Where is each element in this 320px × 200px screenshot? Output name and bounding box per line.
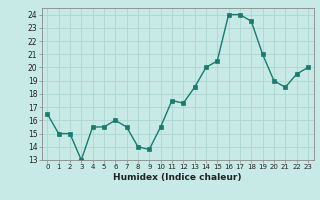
X-axis label: Humidex (Indice chaleur): Humidex (Indice chaleur) bbox=[113, 173, 242, 182]
